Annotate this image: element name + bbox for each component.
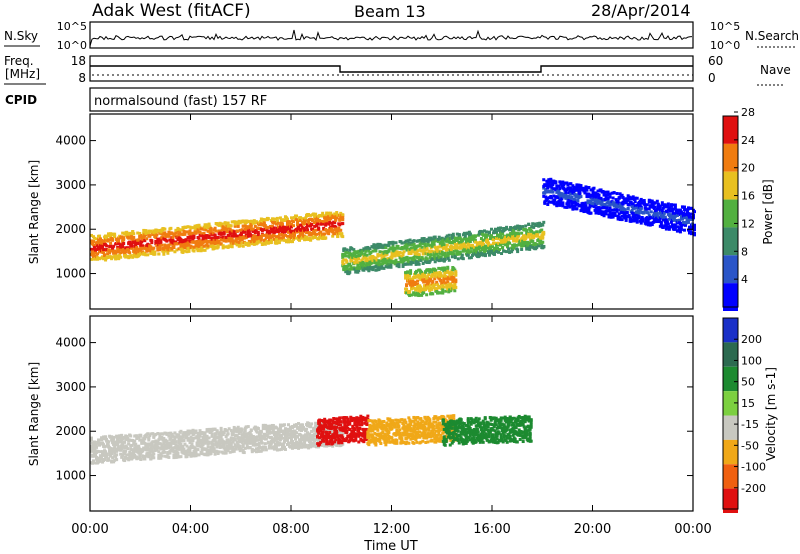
nsky-panel-frame <box>89 21 694 49</box>
y-tick-label: 4000 <box>55 134 86 148</box>
nsearch-tick-bottom: 10^0 <box>710 39 740 52</box>
echo-band <box>90 419 345 465</box>
colorbar-frame <box>722 317 739 510</box>
time-axis-ticks: 00:00 04:00 08:00 12:00 16:00 20:00 00:00 <box>71 114 712 537</box>
colorbar-segment <box>723 199 738 228</box>
colorbar-tick-label: 28 <box>741 106 755 119</box>
y-tick-label: 2000 <box>55 222 86 236</box>
nsearch-label: N.Search <box>745 29 799 43</box>
nsearch-tick-top: 10^5 <box>710 20 740 33</box>
colorbar-segment <box>723 342 738 367</box>
y-tick-label: 3000 <box>55 178 86 192</box>
colorbar-segment <box>723 464 738 489</box>
nsky-trace <box>89 29 693 47</box>
colorbar-tick-label: 50 <box>741 376 755 389</box>
colorbar-tick-label: -15 <box>741 418 759 431</box>
nave-label: Nave <box>760 63 791 77</box>
colorbar-segment <box>723 366 738 392</box>
power-colorbar: 4 8 12 16 20 24 28 <box>722 106 755 311</box>
colorbar-segment <box>723 488 738 513</box>
colorbar-segment <box>723 415 738 440</box>
echo-band <box>441 414 533 447</box>
nsky-tick-bottom: 10^0 <box>57 39 87 52</box>
colorbar-segment <box>723 143 738 172</box>
velocity-colorbar: 200 100 50 15 -15 -50 -100 -200 <box>722 317 766 513</box>
velocity-colorbar-label: Velocity [m s-1] <box>764 367 778 461</box>
colorbar-segment <box>723 171 738 200</box>
x-tick-label: 20:00 <box>574 522 611 537</box>
power-yticks: 1000 2000 3000 4000 <box>55 134 693 281</box>
y-tick-label: 1000 <box>55 267 86 281</box>
cpid-program: normalsound (fast) 157 RF <box>94 94 267 109</box>
power-ylabel: Slant Range [km] <box>27 160 41 264</box>
echo-band <box>316 414 370 447</box>
x-tick-label: 08:00 <box>272 522 309 537</box>
nsky-tick-top: 10^5 <box>57 20 87 33</box>
y-tick-label: 2000 <box>55 424 86 438</box>
x-tick-label: 16:00 <box>473 522 510 537</box>
y-tick-label: 1000 <box>55 469 86 483</box>
x-tick-label: 04:00 <box>172 522 209 537</box>
colorbar-tick-label: 4 <box>741 273 748 286</box>
echo-band <box>90 211 345 262</box>
nsky-label: N.Sky <box>4 29 38 43</box>
x-tick-label: 00:00 <box>71 522 108 537</box>
y-tick-label: 3000 <box>55 380 86 394</box>
time-axis-label: Time UT <box>363 539 417 554</box>
colorbar-tick-label: -50 <box>741 439 759 452</box>
echo-band <box>404 265 458 298</box>
beam-title: Beam 13 <box>354 2 426 21</box>
colorbar-tick-label: 100 <box>741 354 762 367</box>
colorbar-tick-label: 200 <box>741 333 762 346</box>
colorbar-tick-label: -200 <box>741 482 766 495</box>
velocity-panel-frame <box>89 315 694 512</box>
colorbar-segment <box>723 227 738 256</box>
station-title: Adak West (fitACF) <box>92 1 251 21</box>
colorbar-tick-label: 24 <box>741 134 755 147</box>
power-colorbar-label: Power [dB] <box>761 179 775 244</box>
nave-tick-top: 60 <box>708 54 723 68</box>
echo-band <box>341 220 546 276</box>
colorbar-segment <box>723 391 738 416</box>
date-title: 28/Apr/2014 <box>591 1 691 20</box>
colorbar-tick-label: -100 <box>741 461 766 474</box>
freq-tick-top: 18 <box>71 54 86 68</box>
colorbar-segment <box>723 116 738 144</box>
freq-tick-bottom: 8 <box>78 71 86 85</box>
colorbar-tick-label: 20 <box>741 162 755 175</box>
colorbar-segment <box>723 283 738 311</box>
velocity-yticks: 1000 2000 3000 4000 <box>55 336 693 483</box>
freq-step-line <box>90 65 693 73</box>
cpid-label: CPID <box>5 93 37 107</box>
x-tick-label: 12:00 <box>373 522 410 537</box>
colorbar-tick-label: 16 <box>741 190 755 203</box>
echo-band <box>542 177 696 237</box>
power-heatmap <box>90 177 696 298</box>
nsky-noise-line <box>89 29 693 47</box>
y-tick-label: 4000 <box>55 336 86 350</box>
freq-label: Freq. <box>4 54 34 68</box>
colorbar-segment <box>723 439 738 465</box>
colorbar-segment <box>723 318 738 343</box>
nave-tick-bottom: 0 <box>708 71 716 85</box>
x-tick-label: 00:00 <box>674 522 711 537</box>
velocity-ylabel: Slant Range [km] <box>27 362 41 466</box>
cpid-panel-frame <box>89 87 694 112</box>
colorbar-segment <box>723 255 738 284</box>
colorbar-frame <box>722 115 739 308</box>
colorbar-tick-label: 15 <box>741 397 755 410</box>
colorbar-tick-label: 8 <box>741 245 748 258</box>
velocity-heatmap <box>90 414 533 465</box>
freq-unit-label: [MHz] <box>5 67 40 81</box>
colorbar-tick-label: 12 <box>741 217 755 230</box>
freq-panel-frame <box>89 55 694 82</box>
